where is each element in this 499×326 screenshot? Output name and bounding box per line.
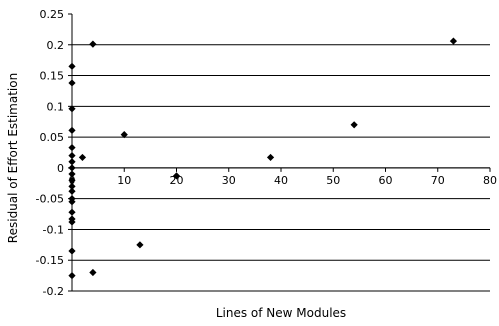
y-tick-label: -0.05 (36, 193, 64, 206)
data-point (68, 126, 76, 134)
data-point (449, 37, 458, 45)
data-point (68, 208, 76, 216)
y-tick-label: 0.25 (40, 8, 65, 21)
y-tick-label: -0.15 (36, 254, 64, 267)
data-point (120, 131, 128, 139)
data-point (78, 153, 87, 162)
data-point (136, 241, 144, 249)
y-tick-label: 0.1 (47, 100, 65, 113)
data-point (68, 198, 76, 206)
data-point (68, 182, 76, 190)
data-point (68, 79, 76, 87)
y-tick-labels: 0.25 0.2 0.15 0.1 0.05 0 -0.05 -0.1 -0.15 -0.2 (36, 8, 64, 298)
x-axis-title: Lines of New Modules (216, 306, 346, 320)
data-point (89, 40, 97, 48)
data-point (68, 143, 76, 152)
data-point (68, 247, 76, 255)
data-point (68, 105, 76, 113)
data-point (68, 187, 76, 195)
data-point (68, 164, 76, 172)
y-tick-label: -0.2 (43, 285, 64, 298)
data-point (68, 158, 76, 166)
x-tick-label: 40 (274, 174, 288, 187)
data-point (68, 176, 76, 184)
x-tick-label: 20 (170, 174, 184, 187)
y-tick-label: 0 (57, 162, 64, 175)
data-point (89, 268, 97, 277)
y-tick-label: -0.1 (43, 223, 64, 236)
data-point (68, 151, 76, 160)
x-tick-label: 70 (431, 174, 445, 187)
data-point (266, 153, 275, 162)
data-point (68, 62, 76, 70)
x-tick-label: 50 (326, 174, 340, 187)
data-point (172, 172, 181, 180)
y-tick-label: 0.15 (40, 70, 65, 83)
y-tick-label: 0.05 (40, 131, 65, 144)
axes (68, 13, 491, 292)
data-point (68, 218, 76, 226)
x-tick-label: 10 (117, 174, 131, 187)
x-tick-labels: 01020304050607080 (69, 174, 498, 187)
x-tick-label: 80 (483, 174, 497, 187)
y-tick-label: 0.2 (47, 39, 65, 52)
data-point (350, 121, 358, 129)
x-tick-label: 30 (222, 174, 236, 187)
data-point (68, 170, 76, 178)
x-tick-label: 60 (379, 174, 393, 187)
data-points (68, 37, 458, 280)
data-point (68, 272, 76, 280)
y-axis-title: Residual of Effort Estimation (6, 73, 20, 243)
